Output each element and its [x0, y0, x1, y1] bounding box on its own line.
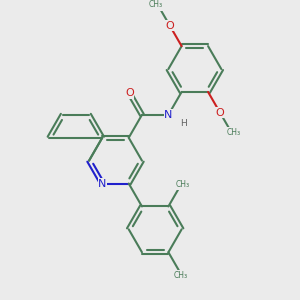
Text: N: N — [98, 178, 106, 188]
Text: N: N — [164, 110, 172, 120]
Text: CH₃: CH₃ — [227, 128, 241, 136]
Text: O: O — [165, 20, 174, 31]
Text: CH₃: CH₃ — [176, 181, 190, 190]
Text: O: O — [125, 88, 134, 98]
Text: O: O — [216, 107, 224, 118]
Text: CH₃: CH₃ — [173, 271, 188, 280]
Text: CH₃: CH₃ — [148, 0, 163, 9]
Text: H: H — [180, 119, 187, 128]
